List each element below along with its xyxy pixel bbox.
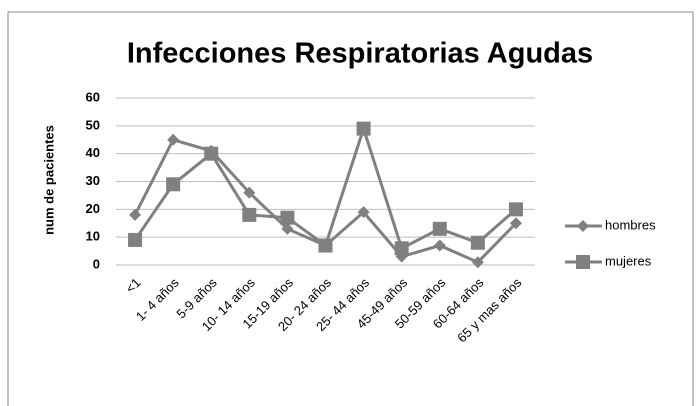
y-tick-label: 50 <box>86 117 100 132</box>
marker <box>243 186 256 199</box>
y-tick-label: 40 <box>86 145 100 160</box>
legend-label: mujeres <box>605 253 652 268</box>
y-tick-label: 10 <box>86 229 100 244</box>
marker <box>167 133 180 146</box>
chart-frame <box>7 11 694 406</box>
chart-title: Infecciones Respiratorias Agudas <box>127 38 593 70</box>
marker <box>129 208 142 221</box>
y-axis-title: num de pacientes <box>41 125 56 235</box>
marker <box>471 256 484 269</box>
marker <box>318 238 333 253</box>
x-tick-label: 1- 4 años <box>133 275 182 324</box>
y-tick-label: 20 <box>86 201 100 216</box>
marker <box>470 235 485 250</box>
marker <box>204 146 219 161</box>
x-tick-label: <1 <box>123 275 144 296</box>
y-tick-label: 60 <box>86 89 100 104</box>
marker <box>356 121 371 136</box>
marker <box>394 241 409 256</box>
marker <box>509 217 522 230</box>
marker <box>576 255 590 269</box>
marker <box>432 221 447 236</box>
marker <box>357 206 370 219</box>
marker <box>128 232 143 247</box>
marker <box>577 220 589 232</box>
marker <box>242 207 257 222</box>
legend-label: hombres <box>605 217 656 232</box>
y-tick-label: 0 <box>93 256 100 271</box>
marker <box>280 210 295 225</box>
marker <box>166 177 181 192</box>
marker <box>433 239 446 252</box>
y-tick-label: 30 <box>86 173 100 188</box>
marker <box>281 222 294 235</box>
marker <box>508 202 523 217</box>
